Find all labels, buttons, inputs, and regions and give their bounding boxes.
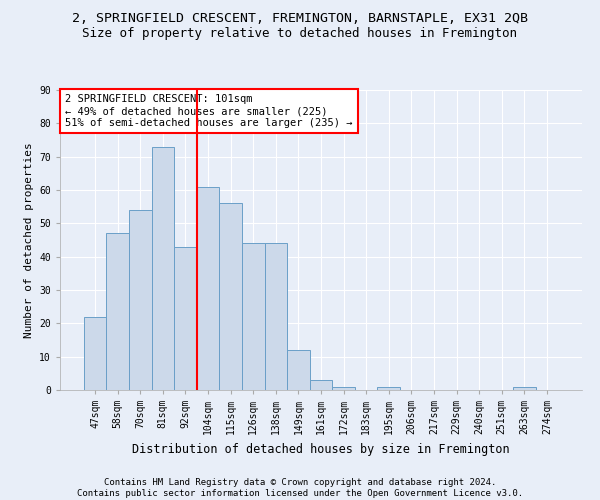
Bar (174, 246, 197, 390)
Bar (310, 380, 332, 390)
Bar (106, 234, 129, 390)
Bar (220, 204, 242, 390)
Bar (242, 244, 265, 390)
X-axis label: Distribution of detached houses by size in Fremington: Distribution of detached houses by size … (132, 442, 510, 456)
Bar (152, 146, 174, 390)
Text: Size of property relative to detached houses in Fremington: Size of property relative to detached ho… (83, 28, 517, 40)
Text: Contains HM Land Registry data © Crown copyright and database right 2024.
Contai: Contains HM Land Registry data © Crown c… (77, 478, 523, 498)
Bar (377, 386, 400, 390)
Bar (332, 386, 355, 390)
Text: 2, SPRINGFIELD CRESCENT, FREMINGTON, BARNSTAPLE, EX31 2QB: 2, SPRINGFIELD CRESCENT, FREMINGTON, BAR… (72, 12, 528, 26)
Bar (84, 316, 106, 390)
Bar (287, 350, 310, 390)
Bar (129, 210, 152, 390)
Bar (513, 386, 536, 390)
Y-axis label: Number of detached properties: Number of detached properties (23, 142, 34, 338)
Bar (197, 186, 220, 390)
Bar (265, 244, 287, 390)
Text: 2 SPRINGFIELD CRESCENT: 101sqm
← 49% of detached houses are smaller (225)
51% of: 2 SPRINGFIELD CRESCENT: 101sqm ← 49% of … (65, 94, 353, 128)
